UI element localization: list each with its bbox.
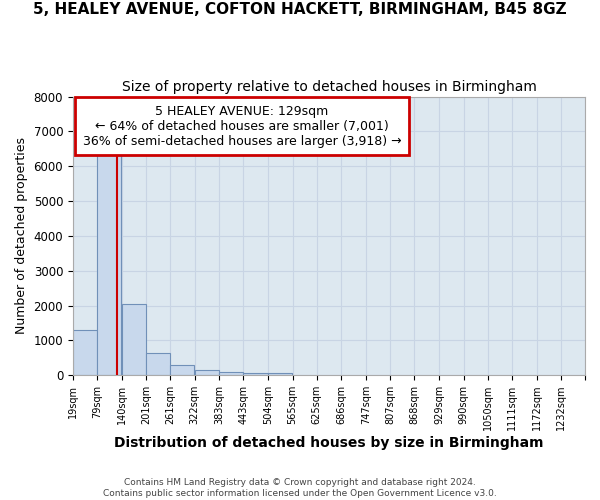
Title: Size of property relative to detached houses in Birmingham: Size of property relative to detached ho… [122,80,536,94]
Bar [146,352,170,375]
Text: Contains HM Land Registry data © Crown copyright and database right 2024.
Contai: Contains HM Land Registry data © Crown c… [103,478,497,498]
Bar [195,370,219,375]
Bar [73,330,97,375]
Bar [170,365,194,375]
X-axis label: Distribution of detached houses by size in Birmingham: Distribution of detached houses by size … [114,436,544,450]
Text: 5 HEALEY AVENUE: 129sqm
← 64% of detached houses are smaller (7,001)
36% of semi: 5 HEALEY AVENUE: 129sqm ← 64% of detache… [83,105,401,148]
Bar [97,146,121,375]
Bar [244,373,268,375]
Bar [220,372,244,375]
Bar [268,373,292,375]
Bar [122,304,146,375]
Text: 5, HEALEY AVENUE, COFTON HACKETT, BIRMINGHAM, B45 8GZ: 5, HEALEY AVENUE, COFTON HACKETT, BIRMIN… [33,2,567,18]
Y-axis label: Number of detached properties: Number of detached properties [15,138,28,334]
